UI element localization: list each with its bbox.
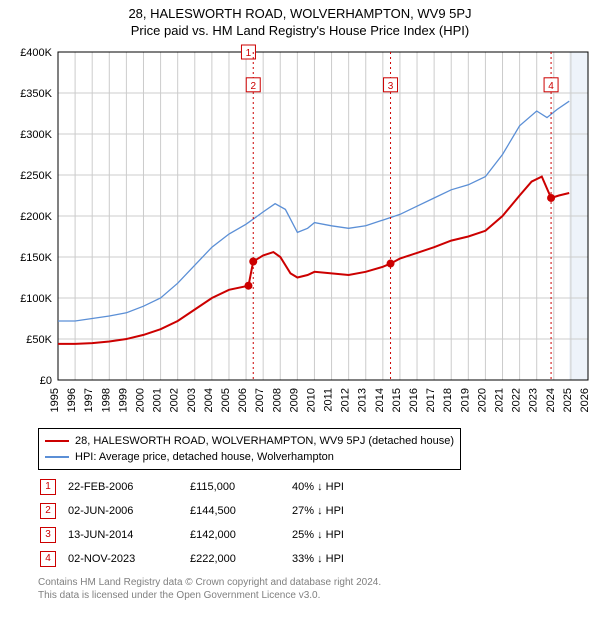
event-date: 02-NOV-2023 bbox=[68, 548, 188, 570]
y-tick-label: £100K bbox=[20, 293, 52, 305]
title-block: 28, HALESWORTH ROAD, WOLVERHAMPTON, WV9 … bbox=[0, 0, 600, 42]
x-tick-label: 1995 bbox=[49, 388, 61, 412]
title-address: 28, HALESWORTH ROAD, WOLVERHAMPTON, WV9 … bbox=[0, 6, 600, 21]
legend-row: HPI: Average price, detached house, Wolv… bbox=[45, 449, 454, 465]
x-tick-label: 2008 bbox=[271, 388, 283, 412]
event-price: £144,500 bbox=[190, 500, 290, 522]
event-marker-num: 1 bbox=[246, 48, 252, 59]
x-tick-label: 1999 bbox=[117, 388, 129, 412]
table-row: 4 02-NOV-2023£222,00033% ↓ HPI bbox=[40, 548, 354, 570]
x-tick-label: 2018 bbox=[442, 388, 454, 412]
event-marker: 2 bbox=[40, 503, 56, 519]
legend-swatch bbox=[45, 456, 69, 457]
x-tick-label: 2013 bbox=[357, 388, 369, 412]
footer-line-2: This data is licensed under the Open Gov… bbox=[38, 589, 580, 602]
event-delta: 40% ↓ HPI bbox=[292, 476, 354, 498]
footer: Contains HM Land Registry data © Crown c… bbox=[38, 576, 580, 602]
x-tick-label: 2026 bbox=[579, 388, 591, 412]
x-tick-label: 2000 bbox=[134, 388, 146, 412]
event-marker: 4 bbox=[40, 551, 56, 567]
event-dot bbox=[244, 282, 252, 290]
event-marker-num: 2 bbox=[250, 81, 256, 92]
y-tick-label: £350K bbox=[20, 88, 52, 100]
table-row: 2 02-JUN-2006£144,50027% ↓ HPI bbox=[40, 500, 354, 522]
legend-label: 28, HALESWORTH ROAD, WOLVERHAMPTON, WV9 … bbox=[75, 433, 454, 449]
x-tick-label: 1997 bbox=[83, 388, 95, 412]
event-marker: 1 bbox=[40, 479, 56, 495]
x-tick-label: 2003 bbox=[186, 388, 198, 412]
table-row: 1 22-FEB-2006£115,00040% ↓ HPI bbox=[40, 476, 354, 498]
legend-swatch bbox=[45, 440, 69, 442]
x-tick-label: 2002 bbox=[169, 388, 181, 412]
event-price: £222,000 bbox=[190, 548, 290, 570]
table-row: 3 13-JUN-2014£142,00025% ↓ HPI bbox=[40, 524, 354, 546]
event-marker-num: 4 bbox=[548, 81, 554, 92]
x-tick-label: 2014 bbox=[374, 388, 386, 412]
legend-row: 28, HALESWORTH ROAD, WOLVERHAMPTON, WV9 … bbox=[45, 433, 454, 449]
y-tick-label: £250K bbox=[20, 170, 52, 182]
x-tick-label: 1996 bbox=[66, 388, 78, 412]
x-tick-label: 2023 bbox=[528, 388, 540, 412]
footer-line-1: Contains HM Land Registry data © Crown c… bbox=[38, 576, 580, 589]
event-date: 02-JUN-2006 bbox=[68, 500, 188, 522]
x-tick-label: 2009 bbox=[288, 388, 300, 412]
y-tick-label: £150K bbox=[20, 252, 52, 264]
x-tick-label: 2016 bbox=[408, 388, 420, 412]
chart-svg: £0 £50K £100K £150K £200K £250K £300K £350K £400… bbox=[0, 42, 600, 422]
x-tick-label: 2006 bbox=[237, 388, 249, 412]
x-tick-label: 2025 bbox=[562, 388, 574, 412]
x-tick-label: 2015 bbox=[391, 388, 403, 412]
y-tick-label: £400K bbox=[20, 47, 52, 59]
x-tick-label: 2004 bbox=[203, 388, 215, 412]
x-tick-label: 2005 bbox=[220, 388, 232, 412]
x-tick-label: 2011 bbox=[323, 388, 335, 412]
event-dot bbox=[387, 260, 395, 268]
event-delta: 33% ↓ HPI bbox=[292, 548, 354, 570]
y-tick-label: £50K bbox=[26, 334, 52, 346]
event-marker-num: 3 bbox=[388, 81, 394, 92]
x-tick-label: 2020 bbox=[476, 388, 488, 412]
y-tick-label: £0 bbox=[40, 375, 52, 387]
event-date: 13-JUN-2014 bbox=[68, 524, 188, 546]
x-tick-label: 1998 bbox=[100, 388, 112, 412]
x-tick-label: 2022 bbox=[511, 388, 523, 412]
event-dot bbox=[249, 258, 257, 266]
event-dot bbox=[547, 194, 555, 202]
y-tick-label: £300K bbox=[20, 129, 52, 141]
title-subtitle: Price paid vs. HM Land Registry's House … bbox=[0, 23, 600, 38]
x-tick-label: 2021 bbox=[494, 388, 506, 412]
x-tick-label: 2024 bbox=[545, 388, 557, 412]
figure-container: 28, HALESWORTH ROAD, WOLVERHAMPTON, WV9 … bbox=[0, 0, 600, 602]
event-price: £115,000 bbox=[190, 476, 290, 498]
x-tick-label: 2001 bbox=[152, 388, 164, 412]
event-price: £142,000 bbox=[190, 524, 290, 546]
chart: £0 £50K £100K £150K £200K £250K £300K £350K £400… bbox=[0, 42, 600, 422]
y-tick-label: £200K bbox=[20, 211, 52, 223]
event-delta: 27% ↓ HPI bbox=[292, 500, 354, 522]
legend: 28, HALESWORTH ROAD, WOLVERHAMPTON, WV9 … bbox=[38, 428, 461, 470]
x-tick-label: 2017 bbox=[425, 388, 437, 412]
x-tick-label: 2010 bbox=[305, 388, 317, 412]
x-tick-label: 2019 bbox=[459, 388, 471, 412]
x-tick-label: 2012 bbox=[340, 388, 352, 412]
event-date: 22-FEB-2006 bbox=[68, 476, 188, 498]
legend-label: HPI: Average price, detached house, Wolv… bbox=[75, 449, 334, 465]
events-table: 1 22-FEB-2006£115,00040% ↓ HPI 2 02-JUN-200… bbox=[38, 474, 356, 572]
x-tick-label: 2007 bbox=[254, 388, 266, 412]
event-delta: 25% ↓ HPI bbox=[292, 524, 354, 546]
event-marker: 3 bbox=[40, 527, 56, 543]
